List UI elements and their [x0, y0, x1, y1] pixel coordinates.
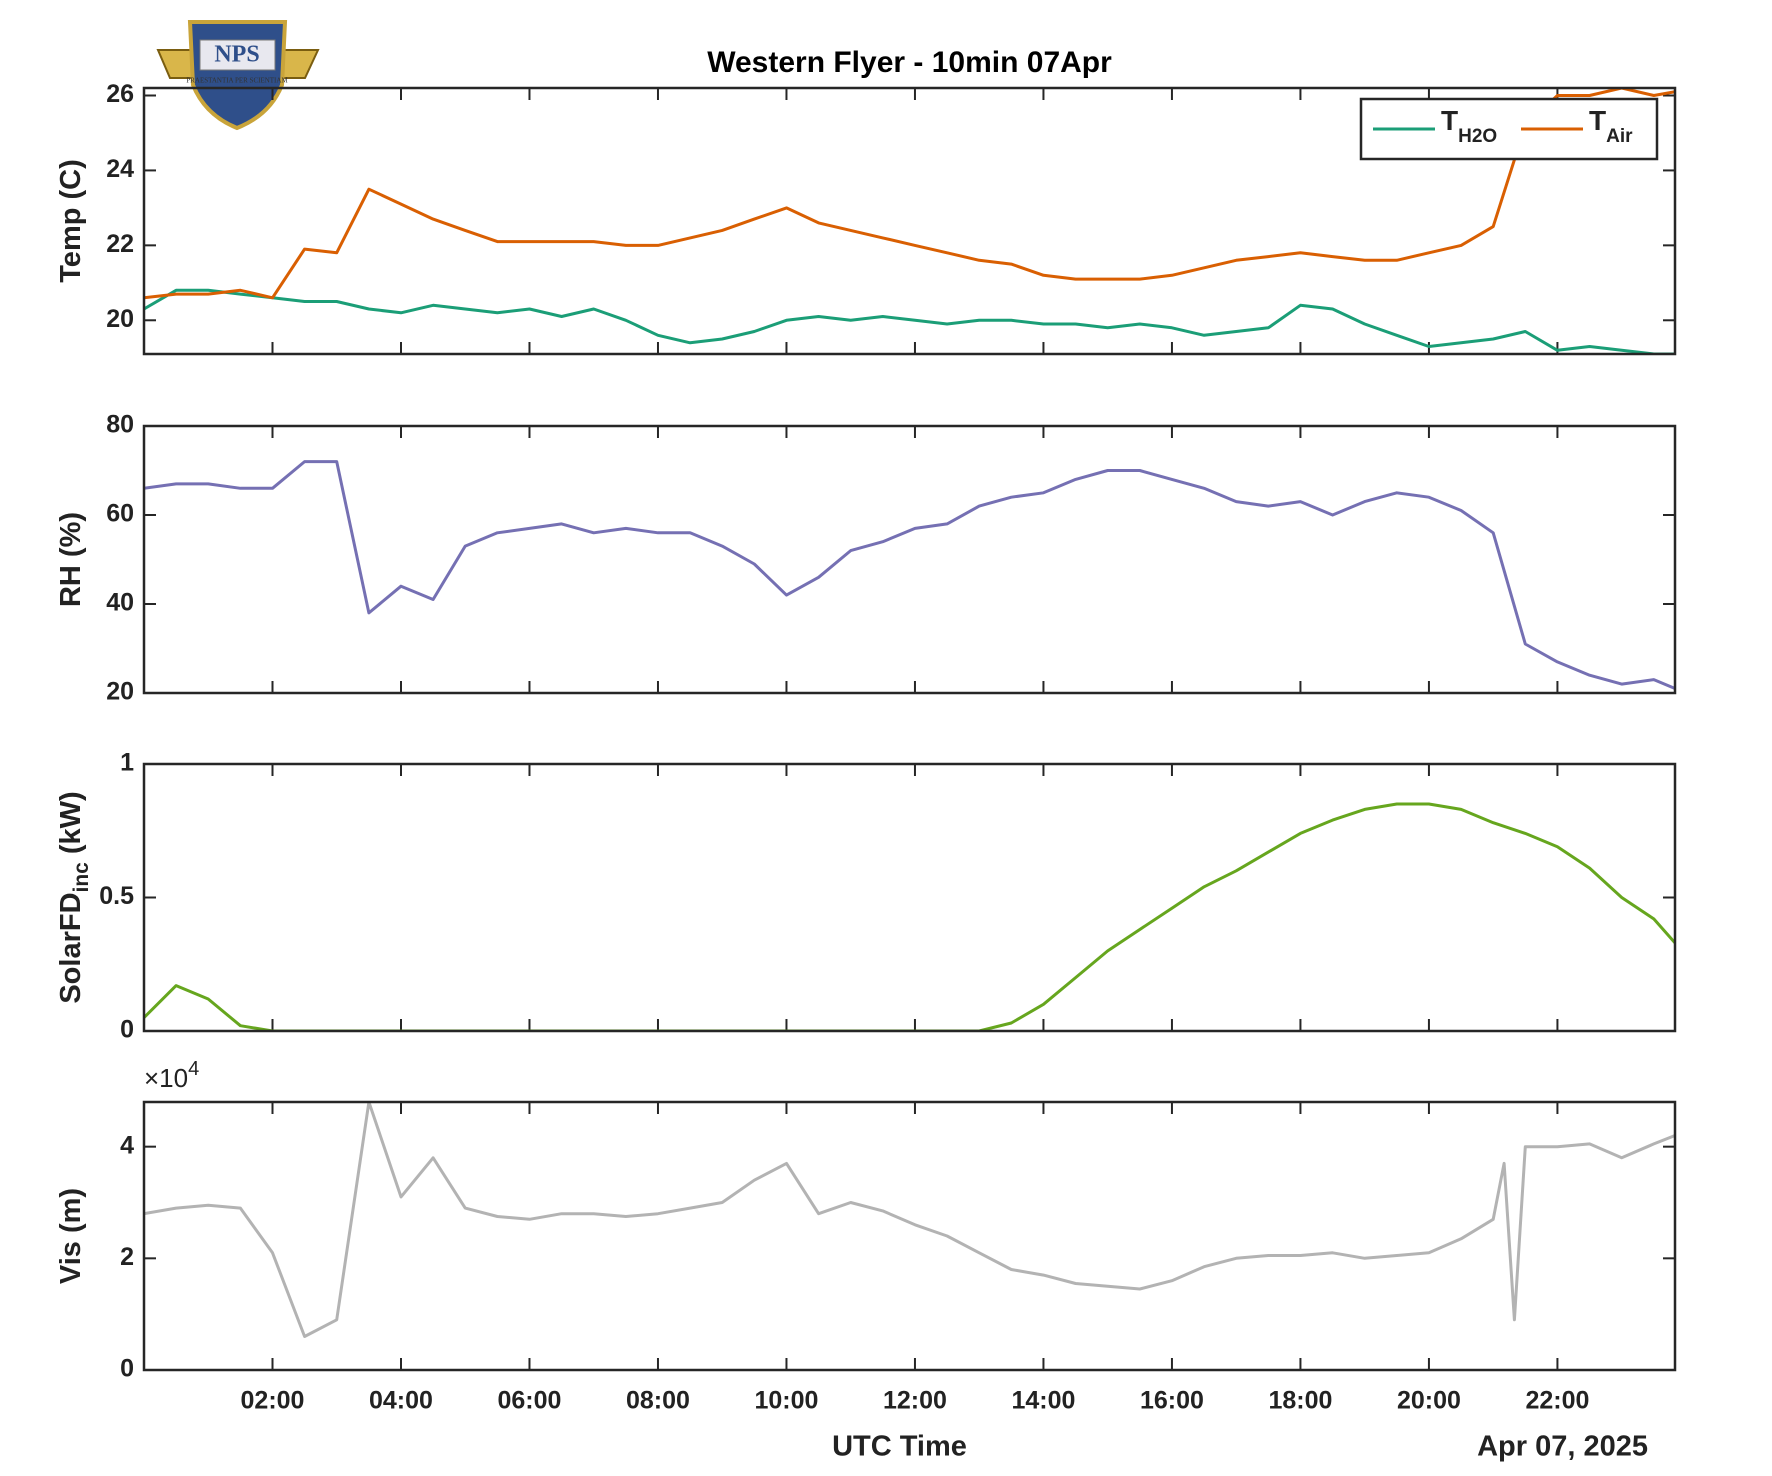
y-multiplier-exp: 4: [188, 1058, 199, 1080]
logo: NPS PRAESTANTIA PER SCIENTIAM: [156, 20, 320, 131]
axes-box: [142, 1100, 1677, 1372]
legend-name-sub: H2O: [1458, 126, 1497, 147]
y-tick-label: 2: [120, 1243, 134, 1271]
y-axis-label: Vis (m): [55, 1188, 87, 1284]
x-tick-label: 22:00: [1525, 1387, 1589, 1415]
series-line: [144, 288, 1675, 354]
y-tick-label: 0: [120, 1355, 134, 1383]
y-axis-label-sub: inc: [70, 862, 93, 893]
x-tick-label: 04:00: [369, 1387, 433, 1415]
logo-name: NPS: [214, 42, 259, 68]
axes-box: [142, 86, 1677, 356]
x-tick-label: 08:00: [626, 1387, 690, 1415]
y-tick-label: 20: [106, 678, 134, 706]
legend-label: TH2O: [1441, 105, 1497, 147]
y-tick-label: 4: [120, 1131, 134, 1159]
series-line: [144, 460, 1675, 690]
y-axis-label-text: RH (%): [55, 512, 87, 607]
y-axis-label-text: Temp (C): [55, 159, 87, 283]
y-axis-label-text: SolarFD: [55, 892, 87, 1003]
legend-name: T: [1589, 105, 1606, 136]
x-tick-label: 14:00: [1011, 1387, 1075, 1415]
y-axis-label: SolarFDinc (kW): [55, 791, 93, 1003]
date-label: Apr 07, 2025: [1477, 1431, 1648, 1463]
logo-motto: PRAESTANTIA PER SCIENTIAM: [186, 77, 288, 85]
legend-name-sub: Air: [1606, 126, 1633, 147]
y-tick-label: 80: [106, 411, 134, 439]
y-tick-label: 0: [120, 1016, 134, 1044]
y-tick-label: 40: [106, 589, 134, 617]
legend-name: T: [1441, 105, 1458, 136]
x-tick-label: 02:00: [241, 1387, 305, 1415]
x-axis-label: UTC Time: [832, 1431, 967, 1463]
y-tick-label: 20: [106, 305, 134, 333]
y-multiplier: ×104: [144, 1058, 199, 1093]
y-axis-label: Temp (C): [55, 159, 87, 283]
logo-shield: [187, 20, 288, 131]
y-tick-label: 1: [120, 749, 134, 777]
y-tick-label: 0.5: [99, 882, 134, 910]
y-axis-label-unit: (kW): [55, 791, 87, 854]
y-tick-label: 60: [106, 500, 134, 528]
chart-title: Western Flyer - 10min 07Apr: [707, 46, 1112, 79]
x-tick-label: 06:00: [498, 1387, 562, 1415]
x-tick-label: 20:00: [1397, 1387, 1461, 1415]
y-tick-label: 22: [106, 230, 134, 258]
series-line: [144, 802, 1675, 1031]
y-multiplier-base: ×10: [144, 1063, 188, 1093]
x-tick-label: 18:00: [1268, 1387, 1332, 1415]
x-tick-label: 16:00: [1140, 1387, 1204, 1415]
axes-box: [142, 762, 1677, 1033]
x-tick-label: 10:00: [754, 1387, 818, 1415]
logo-plate: [199, 39, 276, 71]
y-axis-label-text: Vis (m): [55, 1188, 87, 1284]
series-line: [144, 88, 1675, 300]
y-axis-label: RH (%): [55, 512, 87, 607]
axes-box: [142, 424, 1677, 695]
legend-label: TAir: [1589, 105, 1633, 147]
x-tick-label: 12:00: [883, 1387, 947, 1415]
y-tick-label: 24: [106, 155, 134, 183]
series-line: [144, 1102, 1675, 1338]
y-tick-label: 26: [106, 80, 134, 108]
